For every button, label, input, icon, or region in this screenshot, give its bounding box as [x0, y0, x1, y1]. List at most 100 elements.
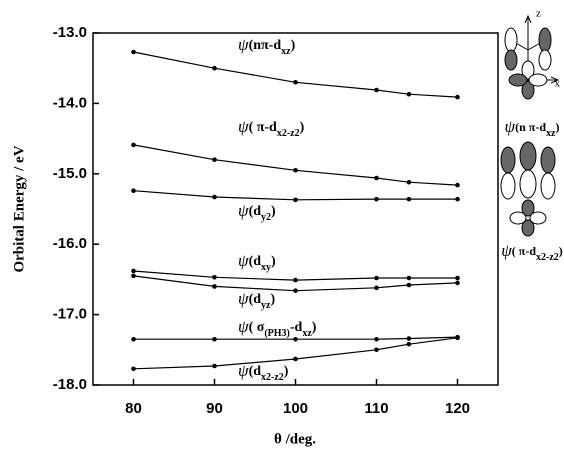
curve-label: ψ(n π-dxz): [505, 117, 560, 139]
x-axis-label: θ /deg.: [274, 431, 316, 447]
data-point: [131, 50, 136, 55]
psi-symbol: ψ: [238, 117, 249, 136]
y-tick-label: -13.0: [53, 24, 87, 41]
data-point: [455, 276, 460, 281]
data-point: [374, 286, 379, 291]
data-point: [131, 143, 136, 148]
curve-label: ψ(dyz): [238, 289, 275, 311]
data-point: [131, 367, 136, 372]
axis-letter: x: [555, 78, 561, 90]
label-part: (nπ-d: [249, 38, 282, 53]
x-tick-label: 80: [125, 400, 142, 417]
axis-letter: z: [536, 8, 541, 20]
data-point: [374, 176, 379, 181]
y-tick-label: -18.0: [53, 376, 87, 393]
data-point: [407, 342, 412, 347]
psi-symbol: ψ: [505, 117, 516, 136]
label-part: (d: [249, 204, 262, 219]
data-point: [131, 269, 136, 274]
curve-label: ψ(dx2-z2): [238, 361, 289, 383]
label-part: x2-z2: [261, 372, 284, 383]
label-part: ): [555, 120, 559, 134]
x-tick-label: 110: [364, 400, 388, 417]
label-part: (n π-d: [515, 120, 546, 134]
orbital-sketch: [505, 16, 558, 99]
label-part: ): [291, 38, 296, 53]
psi-symbol: ψ: [238, 361, 249, 380]
data-point: [374, 348, 379, 353]
data-point: [407, 92, 412, 97]
y-tick-label: -15.0: [53, 165, 87, 182]
curve-label: ψ(dxy): [238, 251, 276, 273]
curve-label: ψ( π-dx2-z2): [238, 117, 305, 139]
data-point: [407, 180, 412, 185]
data-point: [131, 274, 136, 279]
label-part: ): [559, 244, 563, 258]
curve: [134, 52, 458, 97]
data-point: [407, 283, 412, 288]
label-part: x2-z2: [536, 252, 559, 263]
figure: Orbital Energy / eV θ /deg. z x -13.0 -14…: [0, 0, 564, 455]
data-point: [293, 278, 298, 283]
label-part: ): [271, 254, 276, 269]
data-point: [293, 198, 298, 203]
psi-symbol: ψ: [238, 35, 249, 54]
data-point: [293, 168, 298, 173]
label-part: ): [300, 120, 305, 135]
data-point: [212, 66, 217, 71]
data-point: [407, 276, 412, 281]
data-point: [455, 183, 460, 188]
y-axis-label: Orbital Energy / eV: [11, 145, 27, 272]
curve-label: ψ(nπ-dxz): [238, 35, 296, 57]
data-point: [293, 80, 298, 85]
data-point: [455, 281, 460, 286]
data-point: [212, 364, 217, 369]
data-point: [455, 95, 460, 100]
y-tick-label: -14.0: [53, 94, 87, 111]
label-part: (d: [249, 254, 262, 269]
data-point: [455, 197, 460, 202]
label-part: ( σ: [249, 320, 265, 335]
label-part: -d: [290, 320, 303, 335]
data-point: [374, 337, 379, 342]
psi-symbol: ψ: [501, 241, 512, 260]
data-point: [293, 288, 298, 293]
data-point: [212, 157, 217, 162]
x-tick-label: 120: [445, 400, 470, 417]
label-part: x2-z2: [277, 128, 300, 139]
data-point: [407, 197, 412, 202]
label-part: (PH3): [264, 328, 290, 339]
label-part: xy: [261, 262, 271, 273]
psi-symbol: ψ: [238, 289, 249, 308]
orbital-sketch: [501, 142, 555, 236]
label-part: ): [270, 292, 275, 307]
psi-symbol: ψ: [238, 251, 249, 270]
label-part: ( π-d: [249, 120, 277, 135]
data-point: [131, 337, 136, 342]
data-point: [212, 337, 217, 342]
label-part: y2: [261, 212, 271, 223]
y-tick-label: -17.0: [53, 306, 87, 323]
label-part: ( π-d: [512, 244, 537, 258]
data-point: [374, 88, 379, 93]
x-tick-label: 100: [283, 400, 308, 417]
label-part: ): [271, 204, 276, 219]
x-tick-label: 90: [206, 400, 223, 417]
curve: [134, 145, 458, 185]
data-point: [131, 188, 136, 193]
data-point: [293, 357, 298, 362]
data-point: [212, 275, 217, 280]
label-part: (d: [249, 292, 262, 307]
y-tick-label: -16.0: [53, 235, 87, 252]
data-point: [455, 336, 460, 341]
psi-symbol: ψ: [238, 201, 249, 220]
label-part: ): [284, 364, 289, 379]
curve-label: ψ(dy2): [238, 201, 276, 223]
data-point: [212, 284, 217, 289]
curve-label: ψ( σ(PH3)-dxz): [238, 317, 317, 339]
data-point: [212, 195, 217, 200]
psi-symbol: ψ: [238, 317, 249, 336]
data-point: [374, 276, 379, 281]
label-part: (d: [249, 364, 262, 379]
data-point: [374, 197, 379, 202]
